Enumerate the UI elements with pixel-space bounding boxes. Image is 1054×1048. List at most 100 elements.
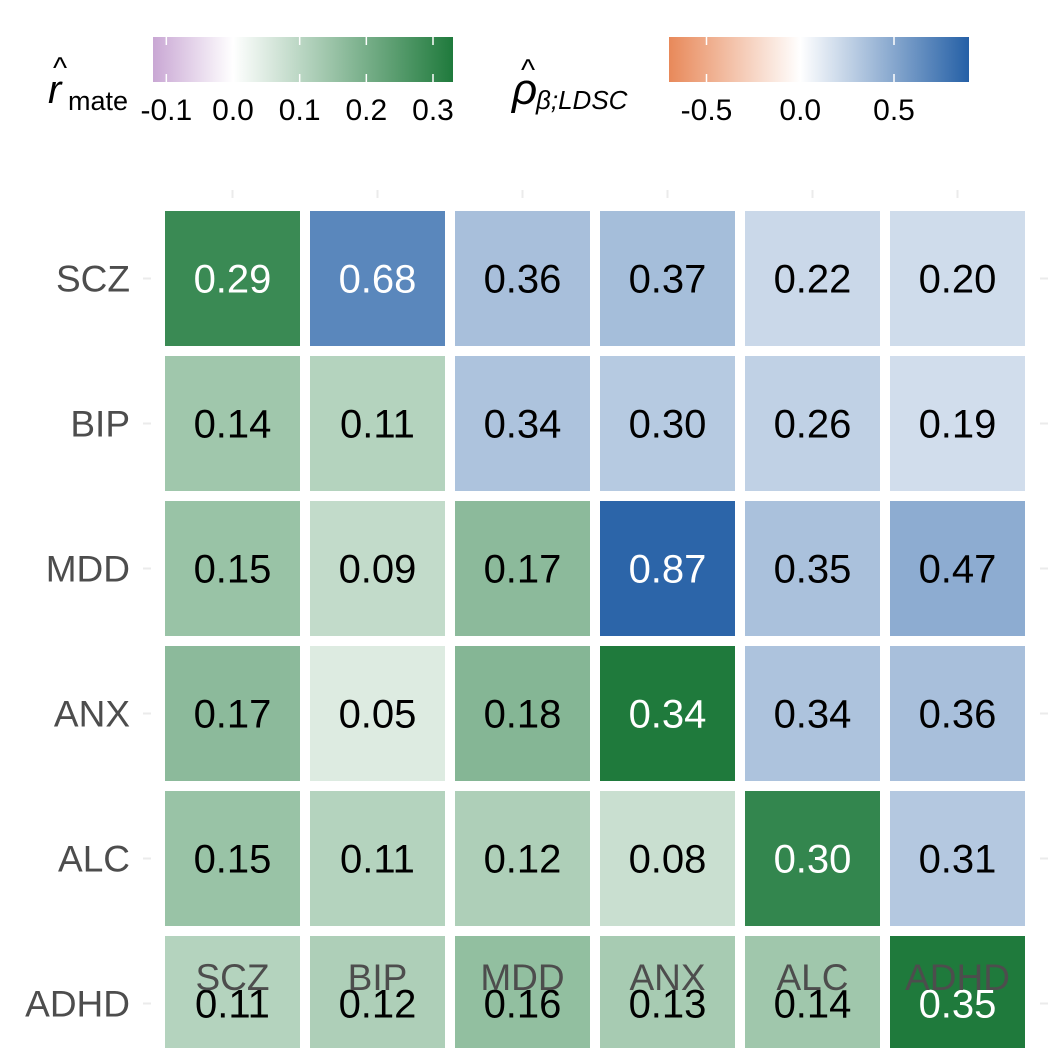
heatmap-cell bbox=[890, 211, 1025, 346]
heatmap-cell-label: 0.17 bbox=[194, 693, 272, 737]
heatmap-cell-label: 0.17 bbox=[484, 548, 562, 592]
heatmap-cell-label: 0.87 bbox=[629, 548, 707, 592]
heatmap-cell bbox=[165, 646, 300, 781]
y-axis-tick-label: BIP bbox=[70, 404, 130, 445]
heatmap-cell-label: 0.34 bbox=[774, 693, 852, 737]
legend-rho-tick-label: 0.0 bbox=[779, 94, 821, 127]
heatmap-cell bbox=[455, 646, 590, 781]
heatmap-cell bbox=[455, 501, 590, 636]
heatmap-cell bbox=[890, 646, 1025, 781]
heatmap-cell bbox=[745, 356, 880, 491]
heatmap-cell-label: 0.12 bbox=[339, 983, 417, 1027]
legend-rho: ^ ρ β;LDSC -0.5 0.0 0.5 bbox=[510, 37, 969, 127]
heatmap-cell bbox=[310, 501, 445, 636]
heatmap-cell-label: 0.14 bbox=[194, 403, 272, 447]
x-axis-tick-label: ADHD bbox=[905, 957, 1010, 998]
heatmap-cell bbox=[600, 791, 735, 926]
heatmap-cell-label: 0.34 bbox=[629, 693, 707, 737]
heatmap-cell-label: 0.13 bbox=[629, 983, 707, 1027]
legend-rmate-title-hat: ^ bbox=[53, 52, 67, 85]
heatmap-cell-label: 0.37 bbox=[629, 258, 707, 302]
heatmap-cell bbox=[310, 211, 445, 346]
heatmap-cell-label: 0.26 bbox=[774, 403, 852, 447]
heatmap-cell-label: 0.08 bbox=[629, 838, 707, 882]
heatmap-cell bbox=[745, 936, 880, 1048]
heatmap-cell bbox=[600, 211, 735, 346]
legend-rho-tick-label: 0.5 bbox=[873, 94, 915, 127]
heatmap-cell bbox=[745, 211, 880, 346]
heatmap-cell-label: 0.22 bbox=[774, 258, 852, 302]
heatmap-cell-label: 0.36 bbox=[919, 693, 997, 737]
heatmap-cell bbox=[745, 501, 880, 636]
heatmap-cell bbox=[310, 936, 445, 1048]
heatmap-cell-label: 0.15 bbox=[194, 548, 272, 592]
x-axis-tick-label: MDD bbox=[480, 957, 564, 998]
x-axis-tick-label: SCZ bbox=[196, 957, 270, 998]
heatmap-cell bbox=[310, 646, 445, 781]
heatmap-cell bbox=[600, 356, 735, 491]
legend-rho-colorbar bbox=[669, 37, 969, 82]
heatmap-cell bbox=[890, 791, 1025, 926]
heatmap-cell bbox=[455, 356, 590, 491]
y-axis-tick-label: MDD bbox=[46, 549, 130, 590]
y-axis-tick-label: SCZ bbox=[56, 259, 130, 300]
y-axis-tick-label: ADHD bbox=[25, 984, 130, 1025]
heatmap-cell bbox=[890, 936, 1025, 1048]
heatmap-cell bbox=[745, 646, 880, 781]
legend-rmate-colorbar bbox=[153, 37, 453, 82]
legend-rmate-tick-label: 0.1 bbox=[279, 94, 321, 127]
heatmap-cell-label: 0.30 bbox=[629, 403, 707, 447]
heatmap-cell-label: 0.20 bbox=[919, 258, 997, 302]
heatmap-cell-label: 0.09 bbox=[339, 548, 417, 592]
heatmap-cell-label: 0.31 bbox=[919, 838, 997, 882]
x-axis-tick-label: ANX bbox=[629, 957, 705, 998]
heatmap-cell-label: 0.34 bbox=[484, 403, 562, 447]
heatmap-cell-label: 0.15 bbox=[194, 838, 272, 882]
heatmap-cell-label: 0.47 bbox=[919, 548, 997, 592]
y-axis-tick-label: ALC bbox=[58, 839, 130, 880]
heatmap-cell-label: 0.14 bbox=[774, 983, 852, 1027]
heatmap-cell bbox=[455, 791, 590, 926]
heatmap-cell bbox=[890, 501, 1025, 636]
heatmap-cell bbox=[600, 646, 735, 781]
heatmap-cell-label: 0.12 bbox=[484, 838, 562, 882]
heatmap-cell-label: 0.11 bbox=[195, 983, 270, 1027]
legend-rho-tick-label: -0.5 bbox=[681, 94, 733, 127]
legend-rmate-tick-label: -0.1 bbox=[140, 94, 192, 127]
heatmap-cell-label: 0.35 bbox=[919, 983, 997, 1027]
heatmap-cell bbox=[165, 356, 300, 491]
heatmap-cell bbox=[165, 936, 300, 1048]
heatmap-cell bbox=[455, 936, 590, 1048]
legend-rmate-tick-label: 0.2 bbox=[345, 94, 387, 127]
y-axis-tick-label: ANX bbox=[54, 694, 130, 735]
heatmap-cell-label: 0.30 bbox=[774, 838, 852, 882]
heatmap-cell-label: 0.68 bbox=[339, 258, 417, 302]
heatmap-cell bbox=[745, 791, 880, 926]
legend-rho-title-hat: ^ bbox=[521, 54, 535, 87]
heatmap-cell bbox=[165, 791, 300, 926]
legend-rho-title: ρ bbox=[510, 65, 537, 114]
heatmap-cell-label: 0.19 bbox=[919, 403, 997, 447]
x-axis-tick-label: ALC bbox=[777, 957, 849, 998]
heatmap-cell-label: 0.11 bbox=[340, 838, 415, 882]
heatmap-cell-label: 0.29 bbox=[194, 258, 272, 302]
heatmap-cell bbox=[165, 211, 300, 346]
legend-rho-title-sub: β;LDSC bbox=[535, 85, 628, 115]
legend-rmate-tick-label: 0.0 bbox=[212, 94, 254, 127]
heatmap-cell bbox=[310, 791, 445, 926]
heatmap-cell bbox=[890, 356, 1025, 491]
heatmap-cell-label: 0.05 bbox=[339, 693, 417, 737]
heatmap-cell-label: 0.11 bbox=[340, 403, 415, 447]
heatmap-cell-label: 0.36 bbox=[484, 258, 562, 302]
legend-rmate-title-sub: mate bbox=[68, 86, 128, 116]
legend-rmate-tick-label: 0.3 bbox=[412, 94, 454, 127]
heatmap-cell bbox=[600, 501, 735, 636]
heatmap-cell bbox=[455, 211, 590, 346]
legend-rmate: ^ r mate -0.1 0.0 0.1 0.2 0.3 bbox=[48, 37, 454, 127]
legend-rmate-title: r bbox=[48, 68, 63, 112]
heatmap-cell-label: 0.18 bbox=[484, 693, 562, 737]
heatmap-cell bbox=[165, 501, 300, 636]
heatmap-cell-label: 0.16 bbox=[484, 983, 562, 1027]
heatmap-cell-label: 0.35 bbox=[774, 548, 852, 592]
